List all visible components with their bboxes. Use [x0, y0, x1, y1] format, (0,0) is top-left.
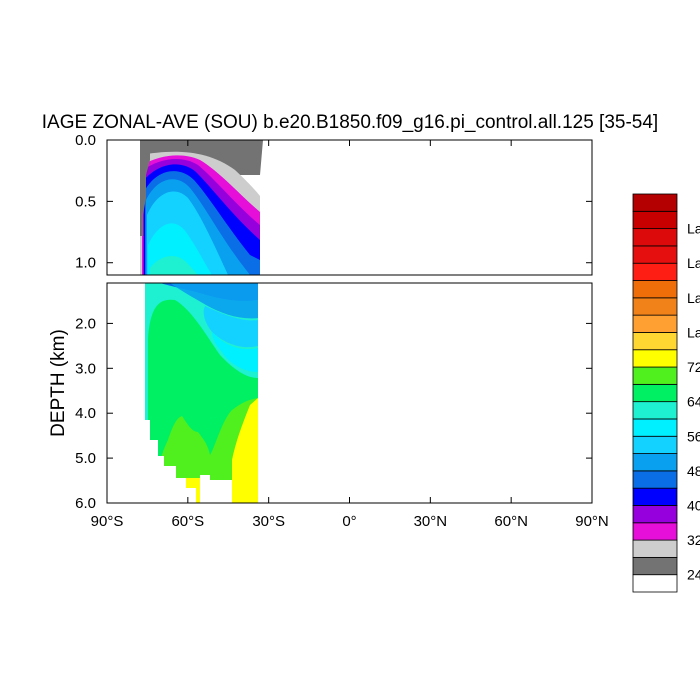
- x-tick-label: 30°S: [252, 513, 285, 530]
- deep-fill-lightblue: [203, 306, 258, 348]
- y-tick-label: 5.0: [75, 450, 96, 467]
- deep-fill-yellow: [232, 398, 258, 503]
- colorbar-label: 24: [687, 567, 700, 583]
- colorbar-swatch: [632, 332, 678, 351]
- upper-panel: [140, 140, 263, 275]
- colorbar-label: La: [687, 255, 700, 271]
- x-tick-label: 0°: [342, 513, 356, 530]
- colorbar-swatch: [632, 418, 678, 437]
- colorbar-label: 56: [687, 428, 700, 444]
- y-tick-label: 2.0: [75, 315, 96, 332]
- colorbar-swatch: [632, 574, 678, 593]
- x-tick-label: 90°S: [91, 513, 124, 530]
- colorbar-swatch: [632, 262, 678, 281]
- x-tick-label: 30°N: [414, 513, 448, 530]
- bottom-topography: [140, 283, 232, 503]
- y-tick-label: 4.0: [75, 405, 96, 422]
- colorbar-swatch: [632, 539, 678, 558]
- deep-fill-skyblue: [170, 283, 258, 319]
- colorbar-swatch: [632, 487, 678, 506]
- colorbar-swatch: [632, 280, 678, 299]
- colorbar-swatch: [632, 470, 678, 489]
- colorbar-swatch: [632, 193, 678, 212]
- colorbar-swatch: [632, 522, 678, 541]
- colorbar-label: 72: [687, 359, 700, 375]
- topography-left: [140, 140, 150, 236]
- deep-fill-cyan: [212, 332, 258, 372]
- colorbar-swatch: [632, 505, 678, 524]
- x-tick-label: 60°S: [171, 513, 204, 530]
- y-tick-label: 0.5: [75, 193, 96, 210]
- colorbar-label: 40: [687, 497, 700, 513]
- colorbar-swatch: [632, 245, 678, 264]
- colorbar-swatch: [632, 349, 678, 368]
- colorbar-swatch: [632, 556, 678, 576]
- x-tick-label: 60°N: [494, 513, 528, 530]
- y-axis-label: DEPTH (km): [48, 329, 69, 437]
- contour-fill-aqua: [150, 256, 198, 275]
- colorbar-swatch: [632, 210, 678, 230]
- chart-title: IAGE ZONAL-AVE (SOU) b.e20.B1850.f09_g16…: [42, 112, 658, 133]
- colorbar-swatch: [632, 453, 678, 472]
- colorbar-swatch: [632, 297, 678, 316]
- colorbar-label: 32: [687, 532, 700, 548]
- colorbar-swatch: [632, 314, 678, 333]
- lower-panel: [140, 283, 258, 503]
- colorbar-swatch: [632, 366, 678, 385]
- colorbar: 24 32 40 48 56 64 72 La La La La: [632, 193, 700, 593]
- colorbar-swatch: [632, 383, 678, 403]
- x-tick-label: 90°N: [575, 513, 609, 530]
- colorbar-label: 48: [687, 463, 700, 479]
- y-tick-label: 6.0: [75, 495, 96, 512]
- colorbar-label: 64: [687, 394, 700, 410]
- colorbar-swatch: [632, 228, 678, 247]
- colorbar-label: La: [687, 324, 700, 340]
- y-tick-label: 0.0: [75, 132, 96, 149]
- colorbar-label: La: [687, 221, 700, 237]
- axes: 90°S 60°S 30°S 0° 30°N 60°N 90°N 0.0 0.5 1.0 2.0 3.…: [75, 132, 609, 530]
- y-tick-label: 3.0: [75, 360, 96, 377]
- colorbar-swatch: [632, 435, 678, 454]
- colorbar-swatch: [632, 401, 678, 420]
- y-tick-label: 1.0: [75, 255, 96, 272]
- colorbar-label: La: [687, 290, 700, 306]
